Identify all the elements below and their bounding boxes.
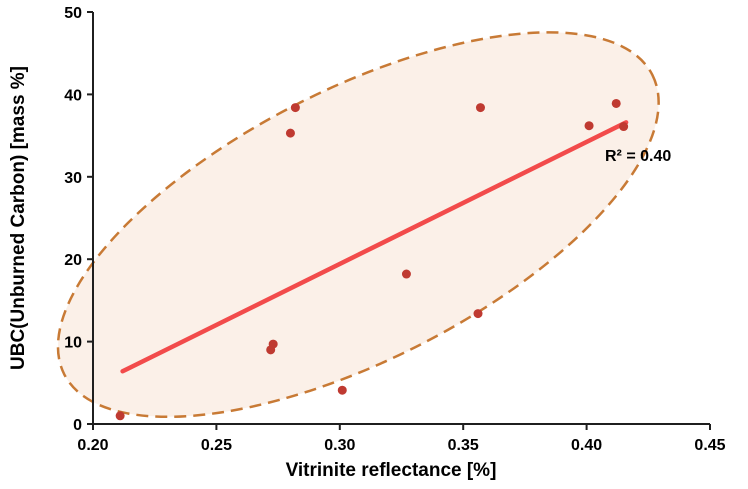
trend-line: [120, 120, 629, 374]
x-tick-label: 0.25: [201, 437, 232, 454]
x-tick-label: 0.30: [324, 437, 355, 454]
scatter-point: [475, 103, 485, 113]
x-tick-label: 0.35: [448, 437, 479, 454]
y-axis-title: UBC(Unburned Carbon) [mass %]: [8, 66, 29, 370]
scatter-point: [473, 309, 483, 319]
x-tick-label: 0.45: [694, 437, 725, 454]
scatter-point: [268, 339, 278, 349]
scatter-point: [611, 98, 621, 108]
x-tick-label: 0.40: [571, 437, 602, 454]
scatter-point: [584, 121, 594, 131]
y-tick-label: 0: [73, 417, 82, 434]
chart-plot-area: 0.20 0.25 0.30 0.35 0.40 0.45 0 10 20 30 40 50: [56, 5, 726, 454]
scatter-point: [401, 269, 411, 279]
y-tick-label: 30: [64, 170, 82, 187]
x-axis-title: Vitrinite reflectance [%]: [286, 460, 497, 481]
cluster-ellipse: [56, 31, 660, 419]
y-tick-label: 10: [64, 335, 82, 352]
y-tick-label: 40: [64, 87, 82, 104]
y-tick-label: 50: [64, 5, 82, 22]
scatter-point: [337, 385, 347, 395]
y-tick-label: 20: [64, 252, 82, 269]
scatter-point: [619, 122, 629, 132]
scatter-point: [290, 103, 300, 113]
scatter-point: [285, 128, 295, 138]
r-squared-label: R² = 0.40: [605, 148, 671, 165]
x-tick-label: 0.20: [77, 437, 108, 454]
scatter-point: [115, 411, 125, 421]
